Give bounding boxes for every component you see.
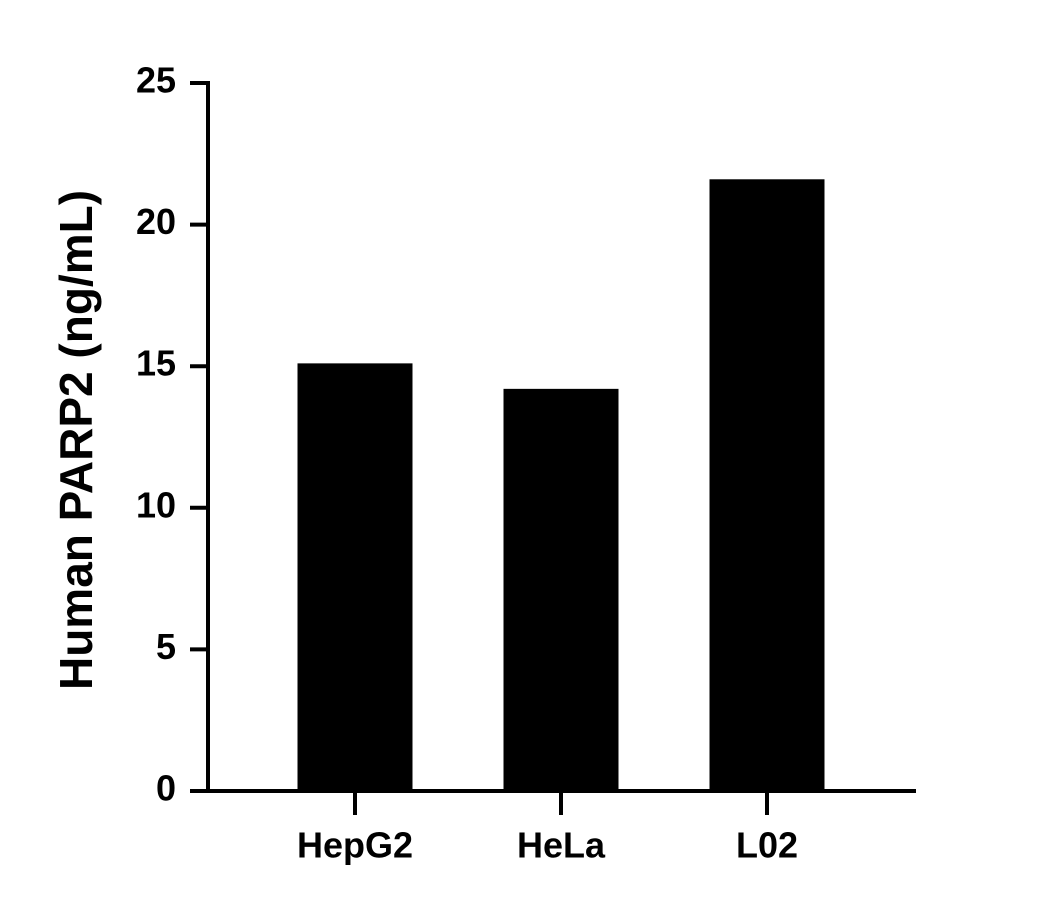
bar [297,363,413,791]
x-tick-label: HepG2 [297,825,413,866]
bar [503,388,619,791]
y-tick-label: 20 [136,201,176,242]
bar [709,179,825,792]
y-tick-label: 15 [136,343,176,384]
y-tick-label: 25 [136,60,176,101]
x-tick-label: HeLa [517,825,606,866]
x-tick-label: L02 [736,825,798,866]
y-tick-label: 0 [156,768,176,809]
y-axis-title: Human PARP2 (ng/mL) [50,190,102,690]
y-tick-label: 5 [156,626,176,667]
y-tick-label: 10 [136,484,176,525]
